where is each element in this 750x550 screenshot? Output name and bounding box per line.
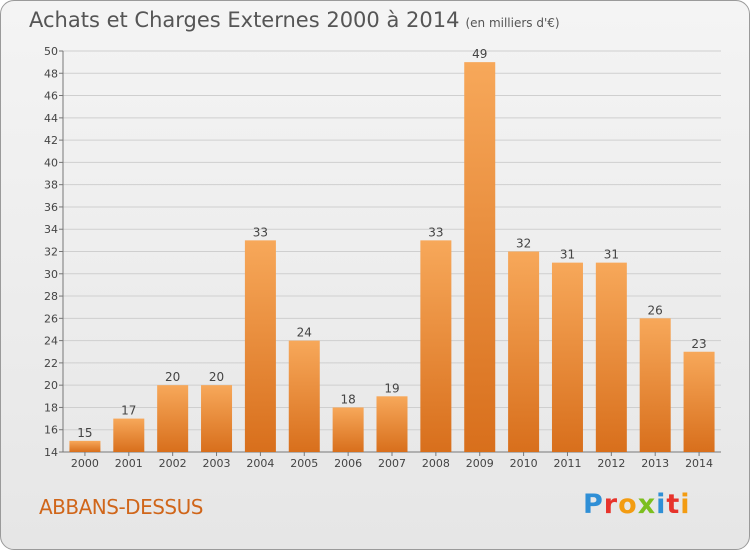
y-tick-label: 24 [44,335,58,348]
y-tick-label: 22 [44,357,58,370]
x-tick-label: 2013 [641,457,669,470]
bar [244,240,276,452]
chart-title: Achats et Charges Externes 2000 à 2014 (e… [29,8,560,32]
y-tick-label: 26 [44,312,58,325]
bar [420,240,452,452]
logo-letter: x [637,489,657,520]
y-tick-label: 14 [44,446,58,459]
bar [508,251,540,452]
y-tick-label: 20 [44,379,58,392]
x-tick-label: 2001 [115,457,143,470]
y-tick-label: 36 [44,201,58,214]
x-tick-label: 2010 [510,457,538,470]
data-label: 49 [472,47,487,61]
data-label: 17 [121,404,136,418]
y-tick-label: 42 [44,134,58,147]
x-tick-label: 2014 [685,457,713,470]
axes: 14 16 18 20 22 24 26 28 30 32 34 36 38 40 42 44 46 48 50 20… [44,45,721,470]
x-tick-label: 2009 [466,457,494,470]
x-tick-label: 2005 [290,457,318,470]
data-label: 20 [165,370,180,384]
bar [332,407,364,452]
x-tick-label: 2012 [597,457,625,470]
bar [639,318,671,452]
x-tick-label: 2004 [246,457,274,470]
data-labels: 15 17 20 20 33 24 18 19 33 49 32 31 31 26 23 [77,47,706,440]
y-tick-label: 32 [44,246,58,259]
data-label: 33 [253,225,268,239]
data-label: 33 [428,225,443,239]
data-label: 26 [648,303,663,317]
proxiti-logo: Proxiti [583,489,691,520]
x-tick-label: 2008 [422,457,450,470]
x-tick-label: 2002 [159,457,187,470]
bars [69,62,715,453]
bar [595,262,627,452]
logo-letter: i [656,489,667,520]
y-tick-label: 40 [44,156,58,169]
bar [551,262,583,452]
title-text: Achats et Charges Externes 2000 à 2014 [29,8,460,32]
bar [157,385,189,452]
logo-letter: t [666,489,681,520]
y-tick-label: 46 [44,90,58,103]
y-tick-label: 34 [44,223,58,236]
x-tick-label: 2006 [334,457,362,470]
y-tick-label: 18 [44,401,58,414]
y-tick-label: 44 [44,112,58,125]
data-label: 32 [516,237,531,251]
bar [288,340,320,452]
bar [201,385,233,452]
y-tick-label: 50 [44,45,58,58]
x-tick-label: 2011 [553,457,581,470]
logo-letter: P [583,489,604,520]
data-label: 18 [340,392,355,406]
bar [376,396,408,452]
data-label: 31 [604,248,619,262]
bar [113,418,145,452]
y-tick-label: 28 [44,290,58,303]
x-tick-label: 2003 [203,457,231,470]
bar [683,351,715,452]
y-tick-label: 48 [44,67,58,80]
y-tick-label: 16 [44,424,58,437]
logo-letter: o [618,489,638,520]
bar [464,62,496,453]
data-label: 31 [560,248,575,262]
data-label: 20 [209,370,224,384]
title-unit: (en milliers d'€) [465,16,560,30]
logo-letter: r [603,489,619,520]
data-label: 15 [77,426,92,440]
data-label: 23 [691,337,706,351]
logo-letter: i [680,489,691,520]
x-tick-label: 2000 [71,457,99,470]
y-tick-label: 30 [44,268,58,281]
data-label: 19 [384,381,399,395]
location-name: ABBANS-DESSUS [39,495,203,519]
data-label: 24 [297,326,312,340]
y-tick-label: 38 [44,179,58,192]
x-tick-label: 2007 [378,457,406,470]
bar [69,440,101,452]
